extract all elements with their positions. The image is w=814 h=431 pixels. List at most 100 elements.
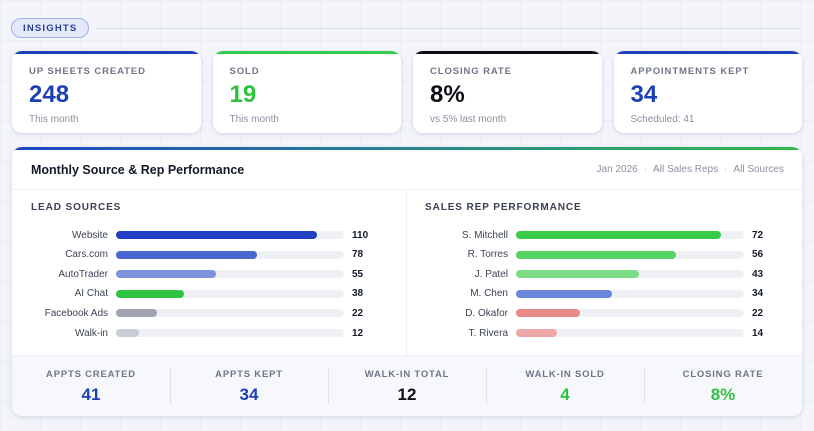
lead-source-bar (116, 289, 185, 298)
kpi-accent-bar (12, 51, 201, 54)
sales-rep-value: 22 (752, 307, 764, 319)
kpi-subtext: This month (229, 114, 279, 125)
lead-source-bar (116, 309, 158, 318)
lead-source-label: AI Chat (74, 288, 108, 300)
sales-rep-track (516, 250, 744, 259)
kpi-value: 34 (630, 81, 658, 108)
panel-filters: Jan 2026 · All Sales Reps · All Sources (597, 164, 784, 175)
sales-rep-track (516, 329, 744, 337)
lead-source-label: Facebook Ads (44, 307, 108, 319)
sales-rep-label: J. Patel (474, 268, 508, 280)
kpi-value: 19 (229, 81, 257, 108)
stat-label: WALK-IN TOTAL (364, 369, 450, 380)
kpi-card-up-sheets: UP SHEETS CREATED 248 This month (12, 51, 201, 133)
sales-rep-bar (516, 309, 580, 318)
lead-source-label: Cars.com (65, 249, 108, 261)
kpi-value: 8% (430, 81, 465, 108)
lead-source-row[interactable]: AutoTrader 55 (12, 267, 374, 281)
lead-source-bar (116, 231, 317, 239)
sales-rep-label: R. Torres (467, 249, 508, 261)
lead-source-track (116, 231, 344, 239)
filter-separator: · (724, 164, 728, 175)
sales-rep-track (516, 270, 744, 279)
sales-rep-value: 72 (752, 229, 764, 241)
kpi-card-sold: SOLD 19 This month (212, 51, 401, 133)
insights-header: INSIGHTS (11, 18, 800, 38)
kpi-accent-bar (212, 51, 401, 54)
stat-walk-in-sold: WALK-IN SOLD 4 (486, 356, 644, 416)
filter-sales-reps[interactable]: All Sales Reps (653, 164, 719, 175)
kpi-label: UP SHEETS CREATED (29, 66, 146, 77)
sales-rep-value: 14 (752, 327, 764, 339)
lead-source-bar (116, 270, 217, 279)
lead-source-value: 78 (352, 249, 364, 261)
stat-appts-created: APPTS CREATED 41 (12, 356, 170, 416)
stat-value: 4 (560, 385, 570, 404)
sales-rep-row[interactable]: R. Torres 56 (408, 248, 774, 262)
sales-rep-value: 34 (752, 288, 764, 300)
lead-source-track (116, 250, 344, 259)
lead-source-value: 22 (352, 307, 364, 319)
kpi-card-closing-rate: CLOSING RATE 8% vs 5% last month (413, 51, 602, 133)
panel-accent-bar (12, 147, 802, 150)
sales-rep-section: SALES REP PERFORMANCE S. Mitchell 72 R. To… (408, 191, 802, 355)
sales-rep-row[interactable]: M. Chen 34 (408, 287, 774, 301)
kpi-label: SOLD (229, 66, 260, 77)
lead-source-row[interactable]: Facebook Ads 22 (12, 306, 374, 320)
sales-rep-label: S. Mitchell (461, 229, 508, 241)
panel-title: Monthly Source & Rep Performance (31, 162, 245, 177)
sales-rep-bar (516, 329, 558, 337)
stat-label: APPTS CREATED (46, 369, 136, 380)
sales-rep-label: D. Okafor (465, 307, 508, 319)
stat-walk-in-total: WALK-IN TOTAL 12 (328, 356, 486, 416)
lead-source-row[interactable]: Website 110 (12, 228, 374, 242)
stat-value: 12 (397, 385, 417, 404)
lead-source-bar (116, 250, 258, 259)
sales-rep-title: SALES REP PERFORMANCE (425, 202, 582, 213)
stat-label: APPTS KEPT (215, 369, 283, 380)
lead-source-label: Website (72, 229, 108, 241)
kpi-accent-bar (413, 51, 602, 54)
kpi-subtext: Scheduled: 41 (630, 114, 695, 125)
kpi-row: UP SHEETS CREATED 248 This month SOLD 19… (12, 51, 802, 133)
sales-rep-bar (516, 289, 612, 298)
kpi-label: APPOINTMENTS KEPT (630, 66, 750, 77)
stat-label: CLOSING RATE (682, 369, 764, 380)
stat-label: WALK-IN SOLD (525, 369, 605, 380)
lead-source-row[interactable]: Walk-in 12 (12, 326, 374, 340)
lead-source-track (116, 289, 344, 298)
lead-sources-title: LEAD SOURCES (31, 202, 122, 213)
lead-sources-section: LEAD SOURCES Website 110 Cars.com 78 AutoTra… (12, 191, 407, 355)
kpi-card-appointments-kept: APPOINTMENTS KEPT 34 Scheduled: 41 (613, 51, 802, 133)
performance-panel: Monthly Source & Rep Performance Jan 202… (12, 147, 802, 416)
kpi-subtext: vs 5% last month (430, 114, 507, 125)
lead-source-track (116, 270, 344, 279)
stat-value: 8% (710, 385, 736, 404)
stats-strip: APPTS CREATED 41 APPTS KEPT 34 WALK-IN T… (12, 355, 802, 416)
stat-appts-kept: APPTS KEPT 34 (170, 356, 328, 416)
sales-rep-value: 56 (752, 249, 764, 261)
sales-rep-track (516, 289, 744, 298)
stat-value: 34 (239, 385, 259, 404)
lead-source-label: Walk-in (75, 327, 108, 339)
sales-rep-row[interactable]: D. Okafor 22 (408, 306, 774, 320)
lead-source-value: 38 (352, 288, 364, 300)
sales-rep-row[interactable]: T. Rivera 14 (408, 326, 774, 340)
filter-sources[interactable]: All Sources (733, 164, 784, 175)
filter-month[interactable]: Jan 2026 (596, 164, 638, 175)
lead-source-value: 110 (352, 229, 369, 241)
sales-rep-bar (516, 250, 676, 259)
lead-source-row[interactable]: AI Chat 38 (12, 287, 374, 301)
insights-divider (97, 27, 800, 29)
sales-rep-row[interactable]: J. Patel 43 (408, 267, 774, 281)
kpi-subtext: This month (29, 114, 79, 125)
insights-pill[interactable]: INSIGHTS (11, 18, 90, 38)
sales-rep-track (516, 309, 744, 318)
lead-source-row[interactable]: Cars.com 78 (12, 248, 374, 262)
kpi-label: CLOSING RATE (430, 66, 512, 77)
sales-rep-bar (516, 270, 640, 279)
filter-separator: · (643, 164, 648, 175)
sales-rep-row[interactable]: S. Mitchell 72 (408, 228, 774, 242)
lead-source-value: 55 (352, 268, 364, 280)
